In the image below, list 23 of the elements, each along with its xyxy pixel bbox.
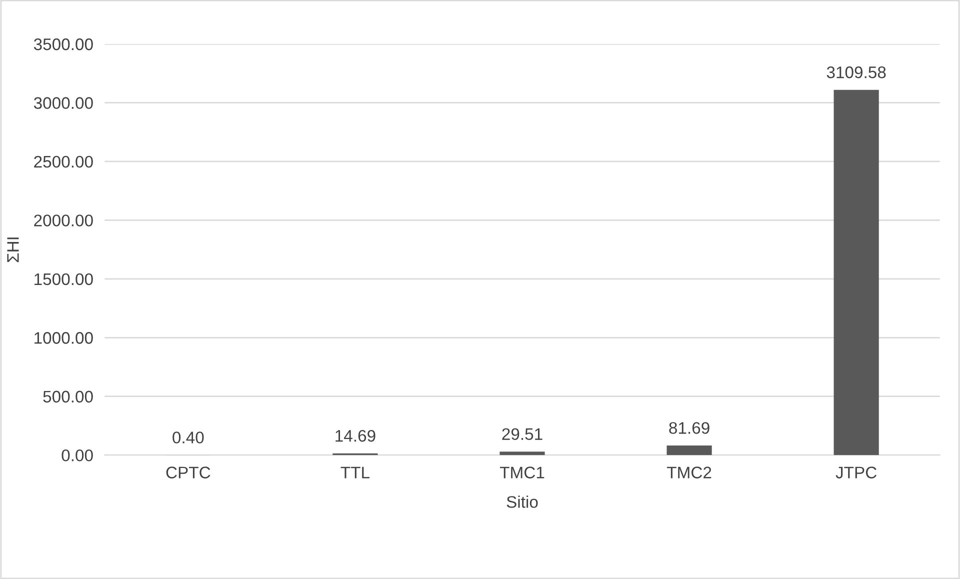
- y-tick-label: 1500.00: [34, 273, 93, 286]
- data-label: 29.51: [502, 428, 542, 440]
- x-tick-label: TMC1: [500, 466, 544, 478]
- y-axis-title: ΣHI: [7, 238, 19, 262]
- data-label: 0.40: [172, 432, 204, 444]
- x-tick-label: CPTC: [166, 466, 210, 478]
- bar: [500, 452, 545, 456]
- y-tick-label: 2000.00: [34, 214, 93, 226]
- y-tick-label: 3500.00: [34, 38, 93, 50]
- data-label: 81.69: [669, 422, 710, 434]
- x-tick-label: JTPC: [836, 466, 877, 478]
- y-tick-label: 0.00: [62, 449, 93, 462]
- x-tick-label: TTL: [340, 466, 370, 478]
- bar: [834, 90, 879, 456]
- bar: [666, 446, 712, 456]
- data-label: 3109.58: [826, 66, 886, 78]
- x-axis-title: Sitio: [506, 496, 538, 508]
- x-tick-label: TMC2: [666, 466, 712, 478]
- y-tick-label: 500.00: [43, 390, 93, 403]
- data-label: 14.69: [336, 430, 376, 442]
- y-tick-label: 3000.00: [34, 97, 93, 109]
- y-tick-label: 2500.00: [34, 156, 93, 168]
- y-tick-label: 1000.00: [34, 332, 93, 344]
